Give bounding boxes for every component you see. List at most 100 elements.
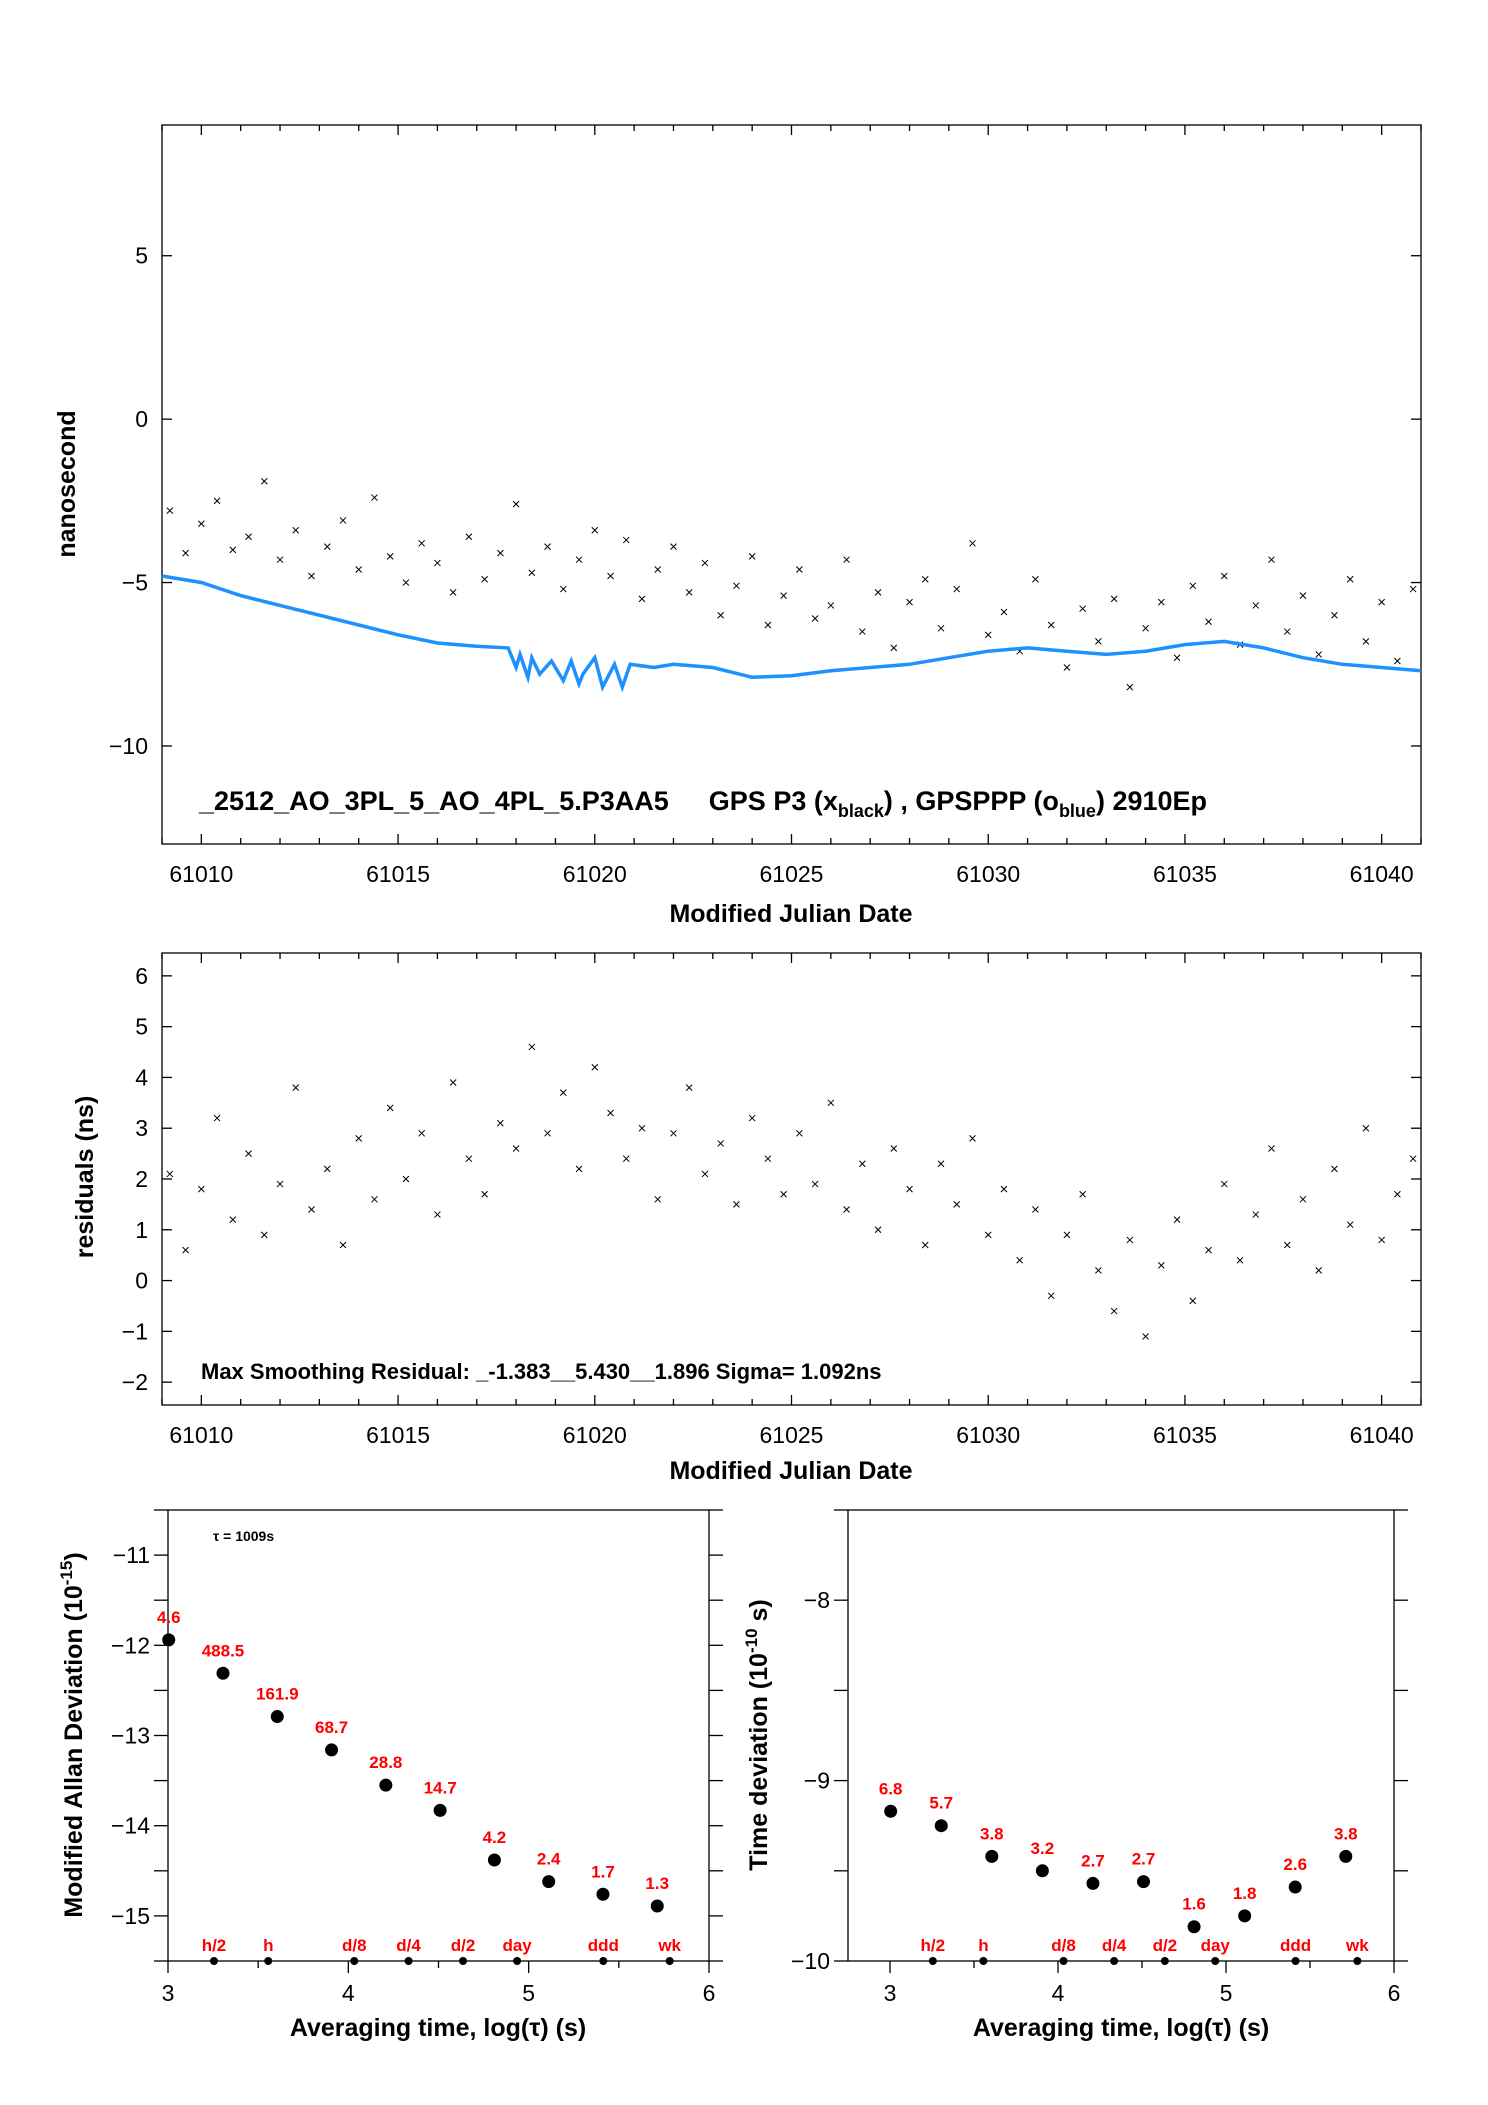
tdev-ylabel-exp: -10 <box>742 1628 761 1653</box>
deviation-value-label: 2.6 <box>1283 1855 1307 1874</box>
tau-marker-label: h <box>978 1936 988 1955</box>
title-series-id: _2512_AO_3PL_5_AO_4PL_5.P3AA5 <box>198 786 669 816</box>
y-tick-label: 6 <box>135 963 148 989</box>
y-tick-label: −1 <box>122 1318 148 1344</box>
data-point-x <box>182 1246 189 1254</box>
data-point-x <box>512 1145 520 1152</box>
x-tick-label: 61015 <box>366 1422 430 1448</box>
deviation-value-label: 28.8 <box>369 1753 402 1772</box>
top-plot-title: _2512_AO_3PL_5_AO_4PL_5.P3AA5 GPS P3 (xbl… <box>198 786 1207 821</box>
y-tick-label: 0 <box>135 406 148 432</box>
adev-ylabel-exp: -15 <box>57 1561 76 1586</box>
x-tick-label: 5 <box>1220 1980 1233 2006</box>
adev-y-axis-label: Modified Allan Deviation (10-15) <box>57 1552 88 1917</box>
data-point-x <box>197 520 205 528</box>
deviation-value-label: 3.8 <box>980 1824 1004 1843</box>
tau-marker-dot <box>1059 1957 1068 1965</box>
data-point-x <box>717 611 725 619</box>
tau-marker-dot <box>928 1957 937 1965</box>
data-point-x <box>260 477 268 485</box>
data-point-x <box>497 1119 504 1127</box>
tdev-ylabel-main: Time deviation (10 <box>745 1653 773 1871</box>
data-point-x <box>465 533 473 541</box>
deviation-point <box>216 1666 230 1680</box>
data-point-x <box>953 1201 961 1208</box>
deviation-point <box>1187 1920 1201 1934</box>
data-point-x <box>937 1160 945 1168</box>
data-point-x <box>1189 582 1197 590</box>
data-point-x <box>890 1145 898 1152</box>
data-point-x <box>622 536 630 544</box>
y-tick-label: −10 <box>791 1948 830 1974</box>
data-point-x <box>559 585 567 593</box>
x-tick-label: 61020 <box>563 1422 627 1448</box>
data-point-x <box>559 1089 567 1097</box>
tau-marker-label: day <box>1201 1936 1231 1955</box>
tau-marker-dot <box>264 1957 273 1965</box>
plot-frame <box>161 952 1422 1406</box>
plot-frame <box>161 124 1422 845</box>
y-tick-label: 1 <box>135 1217 148 1243</box>
deviation-value-label: 2.7 <box>1081 1851 1105 1870</box>
tau-marker-label: h/2 <box>921 1936 946 1955</box>
data-point-x <box>371 494 378 501</box>
data-point-x <box>733 1201 740 1208</box>
data-point-x <box>906 598 913 606</box>
data-point-x <box>1299 592 1307 599</box>
data-point-x <box>197 1185 205 1193</box>
data-point-x <box>1095 1267 1102 1274</box>
data-point-x <box>1142 1333 1149 1340</box>
y-tick-label: −11 <box>113 1542 150 1568</box>
data-point-x <box>748 553 756 560</box>
data-point-x <box>1032 1206 1039 1213</box>
deviation-point <box>934 1819 948 1833</box>
tdev-ylabel-end: s) <box>745 1599 773 1628</box>
data-point-x <box>607 1109 614 1117</box>
deviation-point <box>596 1887 610 1901</box>
data-point-x <box>764 621 772 629</box>
deviation-point <box>1035 1864 1049 1878</box>
deviation-point <box>433 1803 447 1817</box>
y-tick-label: −12 <box>111 1632 150 1658</box>
data-point-x <box>937 624 945 632</box>
data-point-x <box>827 602 835 609</box>
y-tick-label: 5 <box>135 243 148 269</box>
data-point-x <box>984 631 992 639</box>
tau-marker-label: d/4 <box>1102 1936 1127 1955</box>
data-point-x <box>858 1160 866 1168</box>
deviation-value-label: 6.8 <box>879 1779 903 1798</box>
tau-marker-label: h <box>263 1936 273 1955</box>
deviation-value-label: 1.7 <box>591 1862 615 1881</box>
data-point-x <box>575 1165 583 1173</box>
plot-frame <box>167 1509 710 1962</box>
x-tick-label: 3 <box>884 1980 897 2006</box>
data-point-x <box>449 1079 457 1086</box>
data-point-x <box>984 1231 992 1239</box>
y-tick-label: 4 <box>135 1064 148 1090</box>
x-tick-label: 61025 <box>760 861 824 887</box>
tau-marker-dot <box>404 1957 413 1965</box>
data-point-x <box>654 566 662 573</box>
data-point-x <box>497 549 504 557</box>
x-tick-label: 61035 <box>1153 861 1217 887</box>
tau-marker-dot <box>1110 1957 1119 1965</box>
title-sub-blue: blue <box>1059 801 1096 821</box>
tau-marker-label: d/8 <box>1051 1936 1076 1955</box>
data-point-x <box>434 1211 441 1218</box>
data-point-x <box>371 1195 378 1203</box>
data-point-x <box>1315 651 1323 658</box>
data-point-x <box>1016 1256 1024 1264</box>
x-tick-label: 61030 <box>956 1422 1020 1448</box>
y-tick-label: −2 <box>122 1369 148 1395</box>
plot-panel-3: 3 4 5 6 −8 −9 −10 6.8 5.7 3.8 3.2 2.7 2.7 1.6 1.8 2.6 3.… <box>791 1509 1408 2006</box>
data-point-x <box>1142 624 1149 632</box>
mid-x-axis-label: Modified Julian Date <box>669 1457 912 1485</box>
data-point-x <box>1220 572 1228 580</box>
data-point-x <box>1331 611 1338 619</box>
data-point-x <box>1000 1185 1008 1193</box>
deviation-point <box>1339 1849 1353 1863</box>
data-point-x <box>528 1043 536 1051</box>
x-tick-label: 4 <box>1052 1980 1065 2006</box>
deviation-point <box>325 1743 339 1757</box>
data-point-x <box>528 569 536 577</box>
